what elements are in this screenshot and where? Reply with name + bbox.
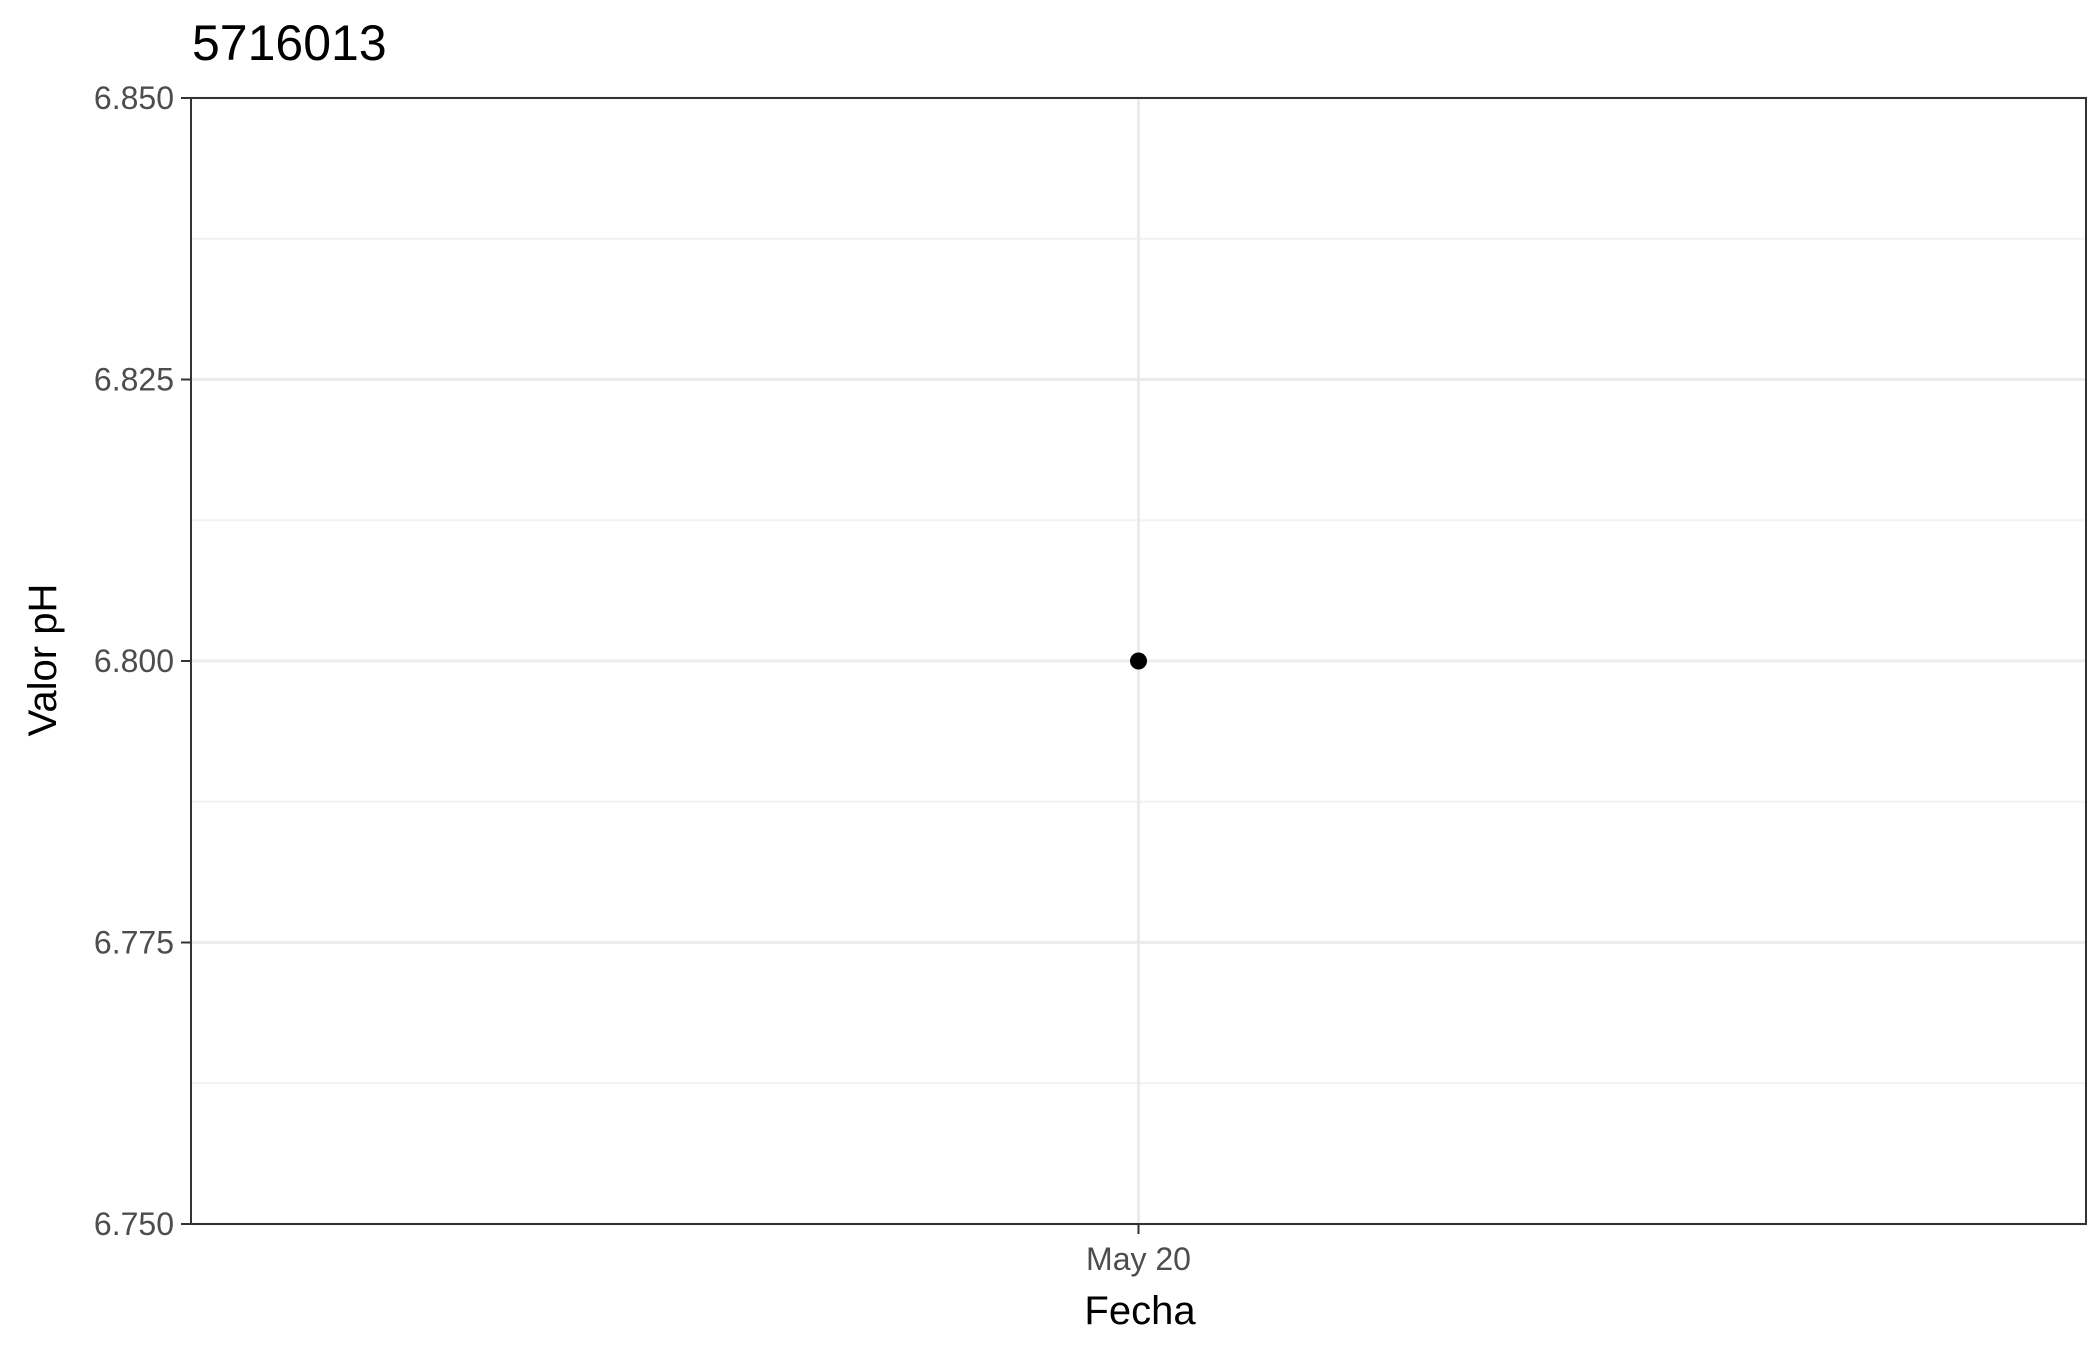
x-tick-label: May 20: [1086, 1241, 1191, 1277]
chart-title: 5716013: [192, 15, 387, 71]
y-axis: 6.750 6.775 6.800 6.825 6.850: [94, 80, 191, 1242]
y-axis-title: Valor pH: [21, 584, 65, 737]
y-tick-label: 6.775: [94, 925, 174, 961]
y-tick-label: 6.825: [94, 362, 174, 398]
data-points: [1130, 652, 1147, 670]
data-point: [1130, 652, 1147, 670]
x-axis: May 20: [1086, 1224, 1191, 1277]
x-axis-title: Fecha: [1084, 1289, 1196, 1333]
y-tick-label: 6.850: [94, 80, 174, 116]
y-tick-label: 6.800: [94, 643, 174, 679]
y-tick-label: 6.750: [94, 1206, 174, 1242]
